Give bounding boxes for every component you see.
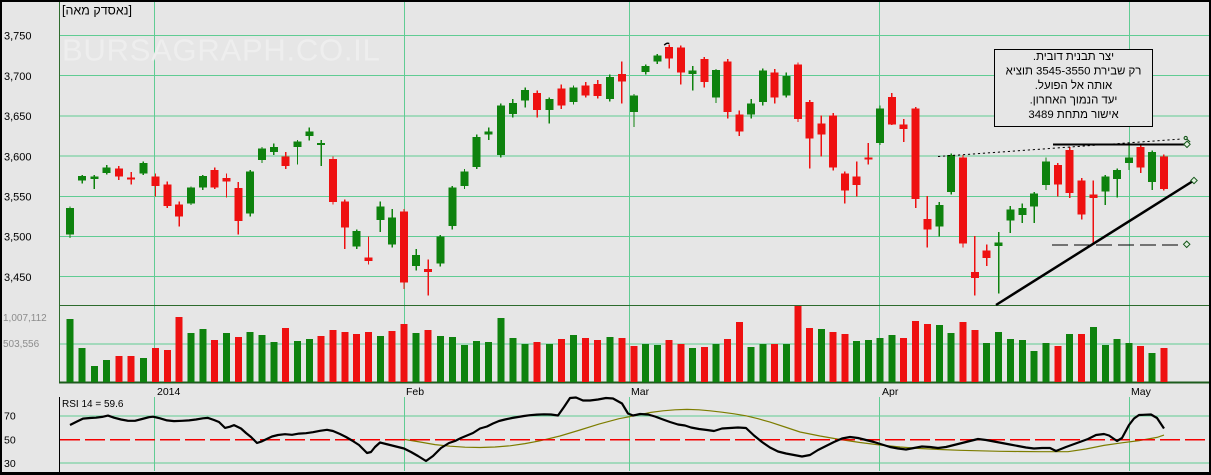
svg-text:3,650: 3,650 [4,111,32,123]
svg-text:RSI 14 = 59.6: RSI 14 = 59.6 [62,399,124,410]
svg-text:3,750: 3,750 [4,31,32,43]
svg-text:50: 50 [4,435,16,447]
svg-text:1,007,112: 1,007,112 [3,313,47,324]
svg-text:Feb: Feb [406,386,424,398]
svg-text:70: 70 [4,411,16,423]
svg-text:רק שבירת 3545-3550 תוציא: רק שבירת 3545-3550 תוציא [1006,65,1142,77]
svg-text:3,600: 3,600 [4,151,32,163]
svg-text:3,500: 3,500 [4,232,32,244]
svg-text:503,556: 503,556 [3,339,40,350]
svg-text:May: May [1131,386,1152,398]
svg-text:[נאסדק מאה]: [נאסדק מאה] [62,3,132,17]
svg-text:2014: 2014 [157,386,181,398]
svg-text:3,550: 3,550 [4,192,32,204]
svg-text:אישור מתחת 3489: אישור מתחת 3489 [1028,109,1119,121]
svg-text:יצר תבנית דובית.: יצר תבנית דובית. [1033,51,1114,63]
svg-text:אותה אל הפועל.: אותה אל הפועל. [1035,79,1113,92]
svg-text:Mar: Mar [631,386,650,398]
svg-text:30: 30 [4,458,16,470]
svg-text:BURSAGRAPH.CO.IL: BURSAGRAPH.CO.IL [62,33,381,68]
svg-text:3,450: 3,450 [4,272,32,284]
svg-text:Apr: Apr [882,386,899,398]
svg-text:3,700: 3,700 [4,71,32,83]
svg-text:יעד הנמוך האחרון.: יעד הנמוך האחרון. [1030,94,1118,106]
